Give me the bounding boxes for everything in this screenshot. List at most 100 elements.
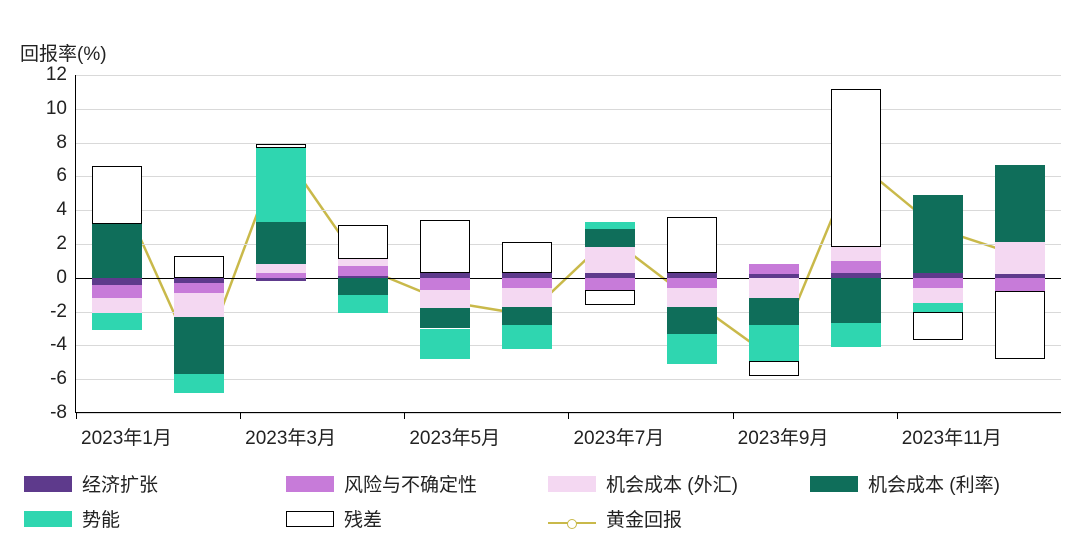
bar-seg-fx (256, 264, 306, 272)
y-tick-label: -4 (50, 334, 67, 356)
bar-seg-rate (92, 224, 142, 278)
bar-seg-mom (256, 148, 306, 222)
bar-seg-mom (585, 222, 635, 229)
bar-seg-rate (174, 317, 224, 374)
bar-column (420, 75, 470, 413)
bar-seg-rate (831, 278, 881, 324)
bar-seg-fx (995, 242, 1045, 274)
bar-seg-residual (502, 242, 552, 272)
bar-seg-fx (92, 298, 142, 313)
y-tick-label: 4 (56, 199, 67, 221)
bar-seg-residual (92, 166, 142, 223)
bar-seg-risk (913, 278, 963, 288)
legend-swatch (24, 476, 72, 492)
legend-item-mom: 势能 (24, 501, 286, 536)
bar-seg-fx (913, 288, 963, 303)
bar-seg-risk (92, 285, 142, 299)
legend-swatch (810, 476, 858, 492)
legend-label: 残差 (344, 505, 382, 532)
bar-seg-rate (420, 308, 470, 328)
bar-column (338, 75, 388, 413)
bar-seg-risk (502, 278, 552, 288)
bar-seg-residual (995, 291, 1045, 359)
legend-label: 机会成本 (外汇) (606, 470, 738, 497)
bar-seg-risk (174, 283, 224, 293)
bar-seg-rate (995, 165, 1045, 243)
return-decomposition-chart: 回报率(%) -8-6-4-2024681012 2023年1月2023年3月2… (0, 0, 1080, 550)
bar-seg-mom (667, 334, 717, 364)
legend-item-fx: 机会成本 (外汇) (548, 466, 810, 501)
bar-seg-residual (831, 89, 881, 248)
bar-seg-residual (338, 225, 388, 259)
bar-seg-risk (585, 278, 635, 290)
bar-seg-rate (585, 229, 635, 248)
bar-column (92, 75, 142, 413)
gold-return-path (117, 149, 1020, 369)
legend-label: 机会成本 (利率) (868, 470, 1000, 497)
bar-seg-rate (913, 195, 963, 273)
legend-item-rate: 机会成本 (利率) (810, 466, 1072, 501)
bar-seg-risk (420, 278, 470, 290)
bar-column (995, 75, 1045, 413)
y-tick-label: 8 (56, 132, 67, 154)
bar-seg-residual (913, 312, 963, 341)
bar-column (913, 75, 963, 413)
bar-seg-econ (256, 278, 306, 281)
bar-seg-mom (338, 295, 388, 314)
bar-column (585, 75, 635, 413)
legend-label: 黄金回报 (606, 505, 682, 532)
y-tick-label: 10 (46, 98, 67, 120)
bar-seg-risk (338, 266, 388, 276)
bar-seg-fx (338, 259, 388, 266)
bar-seg-fx (420, 290, 470, 309)
legend-item-risk: 风险与不确定性 (286, 466, 548, 501)
bar-seg-rate (749, 298, 799, 325)
x-tick-label: 2023年1月 (81, 423, 172, 450)
bar-seg-rate (667, 307, 717, 334)
y-tick-label: 0 (56, 267, 67, 289)
legend-swatch (286, 476, 334, 492)
bar-seg-mom (913, 303, 963, 311)
bar-seg-residual (256, 144, 306, 147)
bar-seg-mom (92, 313, 142, 330)
bar-seg-risk (667, 278, 717, 288)
x-tick-label: 2023年3月 (245, 423, 336, 450)
bar-seg-risk (831, 261, 881, 273)
legend-item-line: 黄金回报 (548, 501, 810, 536)
bar-seg-mom (502, 325, 552, 349)
legend-swatch (24, 511, 72, 527)
bar-column (667, 75, 717, 413)
bar-column (831, 75, 881, 413)
bar-column (174, 75, 224, 413)
bar-seg-residual (667, 217, 717, 273)
y-tick-label: -6 (50, 368, 67, 390)
bar-column (502, 75, 552, 413)
bar-seg-residual (585, 290, 635, 305)
bar-seg-residual (420, 220, 470, 272)
bar-seg-mom (174, 374, 224, 393)
bar-seg-residual (749, 361, 799, 376)
y-tick-label: 6 (56, 165, 67, 187)
bar-seg-risk (749, 264, 799, 274)
x-tick-label: 2023年7月 (573, 423, 664, 450)
bar-seg-fx (502, 288, 552, 307)
bar-seg-mom (749, 325, 799, 360)
bar-seg-rate (502, 307, 552, 326)
legend-item-econ: 经济扩张 (24, 466, 286, 501)
bar-seg-fx (831, 247, 881, 261)
y-axis-title: 回报率(%) (20, 39, 107, 66)
bar-column (749, 75, 799, 413)
x-tick-label: 2023年11月 (902, 423, 1002, 450)
bar-seg-mom (831, 323, 881, 347)
bar-seg-risk (256, 273, 306, 278)
y-tick-label: 2 (56, 233, 67, 255)
bar-seg-mom (420, 329, 470, 359)
legend-swatch (548, 522, 596, 524)
bar-seg-fx (174, 293, 224, 317)
bar-seg-fx (749, 278, 799, 298)
y-tick-label: -2 (50, 301, 67, 323)
bar-seg-rate (338, 278, 388, 295)
y-tick-label: -8 (50, 402, 67, 424)
bar-column (256, 75, 306, 413)
x-tick-label: 2023年5月 (409, 423, 500, 450)
